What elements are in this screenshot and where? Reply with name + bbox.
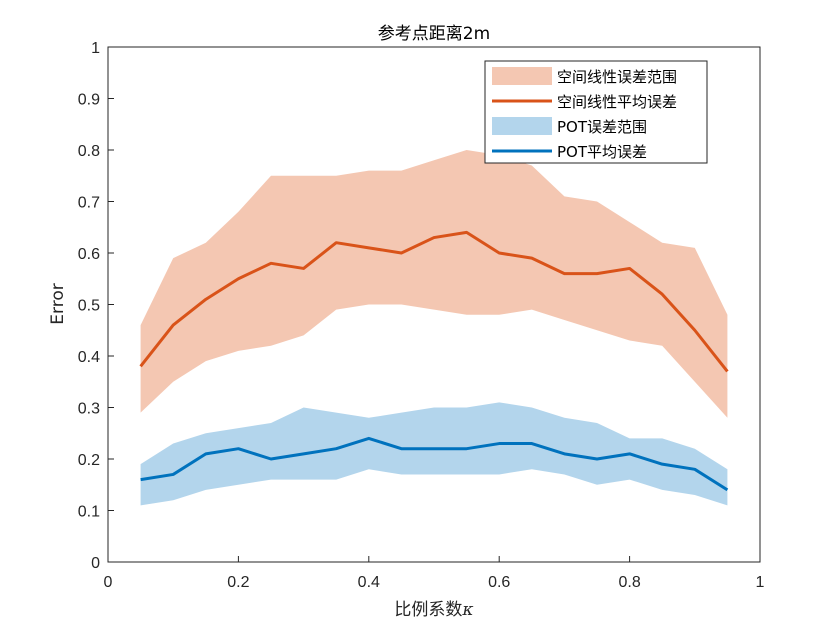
y-tick-label: 1 — [91, 40, 100, 57]
x-tick-label: 1 — [756, 574, 765, 591]
band-series-2 — [140, 402, 728, 506]
x-axis-title: 比例系数κ — [394, 600, 473, 620]
legend-label: POT误差范围 — [557, 118, 647, 136]
y-tick-label: 0.7 — [78, 195, 100, 212]
y-tick-label: 0.8 — [78, 143, 100, 160]
y-tick-label: 0 — [91, 555, 100, 572]
y-tick-label: 0.6 — [78, 246, 100, 263]
bands-layer — [140, 150, 728, 506]
legend-label: 空间线性误差范围 — [557, 68, 677, 86]
y-tick-label: 0.2 — [78, 452, 100, 469]
chart-title: 参考点距离2m — [378, 24, 490, 44]
legend-label: 空间线性平均误差 — [557, 93, 677, 111]
legend-label: POT平均误差 — [557, 143, 647, 161]
band-series-0 — [140, 150, 728, 418]
y-axis-title: Error — [48, 283, 68, 324]
x-tick-label: 0 — [104, 574, 113, 591]
kappa-symbol: κ — [461, 600, 473, 620]
y-tick-label: 0.9 — [78, 92, 100, 109]
x-axis-title-text: 比例系数 — [394, 600, 462, 620]
y-tick-label: 0.3 — [78, 401, 100, 418]
legend-swatch — [492, 117, 552, 135]
x-tick-label: 0.8 — [618, 574, 640, 591]
legend-swatch — [492, 67, 552, 85]
lines-layer — [139, 230, 729, 492]
y-tick-label: 0.4 — [78, 349, 100, 366]
y-tick-label: 0.5 — [78, 298, 100, 315]
y-tick-label: 0.1 — [78, 504, 100, 521]
ticks-layer: 0 0.2 0.4 0.6 0.8 1 0 0.1 0.2 0.3 0.4 0.5 0.6 0.7 0.8 0… — [78, 40, 765, 591]
x-tick-label: 0.4 — [358, 574, 380, 591]
x-tick-label: 0.6 — [488, 574, 510, 591]
x-tick-label: 0.2 — [227, 574, 249, 591]
